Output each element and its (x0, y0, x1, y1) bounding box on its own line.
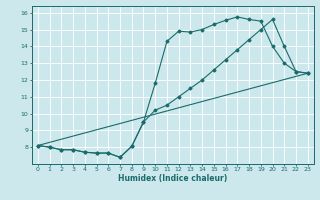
X-axis label: Humidex (Indice chaleur): Humidex (Indice chaleur) (118, 174, 228, 183)
